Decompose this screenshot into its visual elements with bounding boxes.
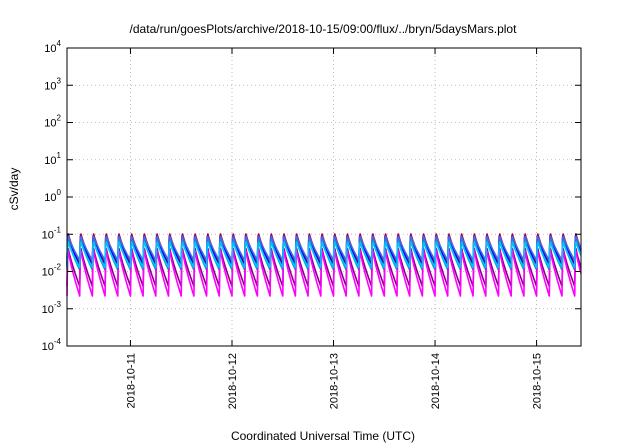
y-tick-label: 10-3 [42, 300, 62, 316]
x-tick-label: 2018-10-15 [532, 353, 544, 409]
series-line-5 [66, 235, 582, 262]
series-layer [66, 233, 582, 297]
x-axis-label: Coordinated Universal Time (UTC) [231, 429, 415, 443]
y-tick-label: 10-2 [42, 263, 62, 279]
x-tick-label: 2018-10-12 [227, 353, 239, 409]
x-tick-label: 2018-10-11 [125, 353, 137, 408]
y-tick-label: 100 [44, 188, 61, 204]
y-tick-label: 102 [44, 114, 61, 130]
y-tick-label: 103 [44, 76, 61, 92]
grid-lines [67, 48, 581, 346]
y-tick-label: 10-1 [42, 225, 62, 241]
chart-title: /data/run/goesPlots/archive/2018-10-15/0… [130, 22, 518, 36]
y-tick-label: 104 [44, 39, 61, 55]
axis-ticks: 10-4 10-3 10-2 10-1 100 101 102 103 104 2018-10-1… [42, 39, 581, 409]
x-tick-label: 2018-10-14 [430, 353, 442, 409]
y-axis-label: cSv/day [7, 168, 21, 211]
y-tick-label: 101 [44, 151, 61, 167]
series-line-6 [66, 241, 582, 269]
x-tick-label: 2018-10-13 [329, 353, 341, 409]
y-tick-label: 10-4 [42, 337, 62, 353]
series-line-4 [66, 250, 582, 297]
